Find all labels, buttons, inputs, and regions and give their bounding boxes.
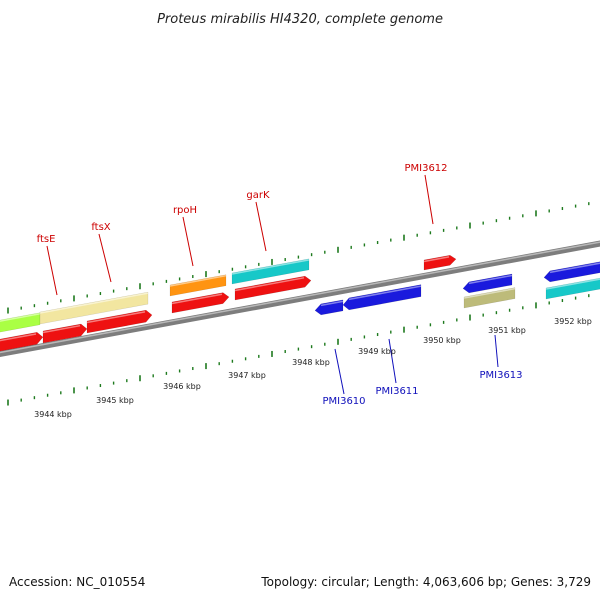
gene-arrow-reverse — [342, 284, 422, 311]
feature-block-olive — [463, 287, 516, 309]
map-title: Proteus mirabilis HI4320, complete genom… — [157, 12, 443, 27]
gene-arrow-reverse-shine — [549, 262, 600, 274]
gene-arrow-forward-shine — [234, 277, 305, 292]
kbp-label: 3950 kbp — [423, 336, 461, 345]
feature-block-khaki-shine — [39, 292, 149, 314]
accession-text: Accession: NC_010554 — [9, 575, 145, 589]
genome-summary-text: Topology: circular; Length: 4,063,606 bp… — [260, 575, 591, 589]
gene-leader-line — [182, 216, 194, 267]
gene-arrow-forward-shine — [0, 333, 37, 342]
feature-block-lime — [0, 312, 41, 333]
genome-backbone — [0, 240, 600, 358]
feature-block-cyan-shine — [545, 278, 600, 290]
kbp-label: 3944 kbp — [34, 410, 72, 419]
kbp-label: 3951 kbp — [488, 326, 526, 335]
gene-label-ftsX: ftsX — [91, 222, 110, 233]
feature-block-khaki — [39, 291, 149, 325]
gene-label-garK: garK — [246, 190, 270, 201]
feature-block-orange-shine — [169, 274, 227, 287]
gene-arrow-reverse-shine — [348, 285, 422, 301]
kbp-label: 3949 kbp — [358, 347, 396, 356]
gene-label-rpoH: rpoH — [173, 205, 197, 216]
gene-arrow-forward — [42, 323, 88, 344]
gene-leader-line — [98, 233, 112, 283]
gene-label-ftsE: ftsE — [37, 234, 56, 245]
backbone-highlight — [0, 241, 600, 354]
feature-block-cyan-shine — [231, 259, 310, 275]
feature-layer — [0, 254, 600, 352]
gene-arrow-forward-shine — [423, 256, 450, 263]
gene-arrow-reverse-shine — [320, 300, 344, 307]
gene-arrow-reverse-shine — [468, 274, 513, 285]
gene-arrow-reverse — [543, 261, 600, 283]
gene-leader-line — [494, 334, 499, 368]
gene-label-PMI3612: PMI3612 — [404, 163, 447, 174]
gene-arrow-forward — [86, 309, 153, 334]
gene-arrow-reverse — [462, 273, 513, 294]
gene-arrow-forward-shine — [86, 311, 146, 324]
feature-block-olive-shine — [463, 287, 516, 299]
gene-leader-line — [424, 174, 434, 225]
gene-leader-line — [255, 201, 267, 252]
kbp-label: 3945 kbp — [96, 396, 134, 405]
feature-block-orange — [169, 274, 227, 297]
gene-label-PMI3613: PMI3613 — [479, 370, 522, 381]
gene-arrow-reverse — [314, 299, 344, 316]
kbp-label: 3948 kbp — [292, 358, 330, 367]
gene-label-PMI3610: PMI3610 — [322, 396, 365, 407]
gene-arrow-forward-shine — [42, 324, 81, 334]
gene-label-PMI3611: PMI3611 — [375, 386, 418, 397]
gene-arrow-forward — [423, 254, 457, 271]
kbp-label: 3946 kbp — [163, 382, 201, 391]
kbp-label: 3947 kbp — [228, 371, 266, 380]
gene-leader-line — [388, 338, 397, 384]
gene-label-layer: ftsE ftsX rpoH garK PMI3612 PMI3610 PMI3611 PMI… — [37, 163, 523, 407]
gene-arrow-forward-shine — [171, 293, 223, 305]
gene-leader-line — [46, 245, 58, 296]
lower-tick-ruler — [7, 294, 590, 406]
feature-block-cyan — [231, 258, 310, 285]
gene-arrow-forward — [171, 292, 230, 314]
feature-block-lime-shine — [0, 312, 41, 322]
backbone-line — [0, 240, 600, 358]
gene-leader-line — [334, 348, 345, 395]
gene-arrow-forward — [0, 332, 44, 352]
kbp-label-layer: 3944 kbp 3945 kbp 3946 kbp 3947 kbp 3948 kbp… — [34, 317, 592, 419]
gene-arrow-forward — [234, 275, 312, 301]
feature-block-cyan — [545, 277, 600, 300]
kbp-label: 3952 kbp — [554, 317, 592, 326]
upper-tick-ruler — [7, 202, 590, 314]
